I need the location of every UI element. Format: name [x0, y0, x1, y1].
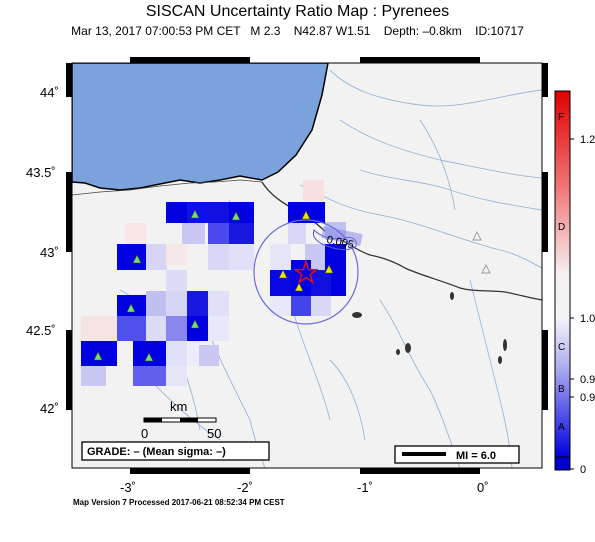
uncertainty-cells — [81, 180, 346, 386]
event-info: Mar 13, 2017 07:00:53 PM CET M 2.3 N42.8… — [71, 24, 524, 38]
colorbar-letter: B — [558, 384, 565, 395]
y-tick-label: 42˚ — [40, 401, 59, 416]
grade-box — [81, 441, 270, 461]
mi-legend-text: MI = 6.0 — [456, 450, 496, 462]
colorbar-letter: F — [558, 112, 564, 123]
colorbar-min-block — [554, 456, 571, 471]
colorbar-letter: D — [558, 222, 565, 233]
stations-unused — [472, 230, 491, 274]
scale-tick-50: 50 — [207, 426, 221, 441]
scale-unit: km — [170, 399, 187, 414]
map-frame — [71, 62, 543, 469]
y-tick-label: 44˚ — [40, 85, 59, 100]
uncertainty-ellipse — [253, 219, 359, 325]
epicenter-star — [293, 259, 319, 285]
x-tick-label: -1˚ — [357, 480, 373, 495]
coastline-spain — [72, 179, 263, 196]
colorbar-value: 1.2 — [580, 134, 595, 146]
map-sea — [72, 63, 329, 191]
y-tick-label: 42.5˚ — [26, 323, 56, 338]
x-tick-label: -2˚ — [237, 480, 253, 495]
colorbar-ticks — [570, 138, 574, 470]
grade-text: GRADE: – (Mean sigma: –) — [87, 446, 226, 458]
colorbar — [554, 90, 571, 458]
colorbar-letter: A — [558, 422, 565, 433]
colorbar-value: 1.0 — [580, 313, 595, 325]
map-title: SISCAN Uncertainty Ratio Map : Pyrenees — [145, 3, 450, 20]
colorbar-letter: C — [558, 342, 565, 353]
colorbar-value: 0.9 — [580, 392, 595, 404]
scale-bar — [143, 417, 217, 423]
scale-tick-0: 0 — [141, 426, 148, 441]
x-tick-label: -3˚ — [120, 480, 136, 495]
contour-label-bg — [321, 225, 363, 247]
frame-checker — [66, 57, 548, 474]
stations-used — [93, 209, 334, 362]
x-tick-label: 0˚ — [477, 480, 489, 495]
colorbar-value: 0.9 — [580, 374, 595, 386]
y-tick-label: 43.5˚ — [26, 165, 56, 180]
colorbar-value: 0 — [580, 464, 586, 476]
y-tick-label: 43˚ — [40, 245, 59, 260]
mi-legend-box — [394, 445, 520, 464]
contour-label: 0.005 — [325, 234, 354, 251]
lakes — [352, 292, 507, 364]
processing-footer: Map Version 7 Processed 2017-06-21 08:52… — [73, 498, 285, 507]
